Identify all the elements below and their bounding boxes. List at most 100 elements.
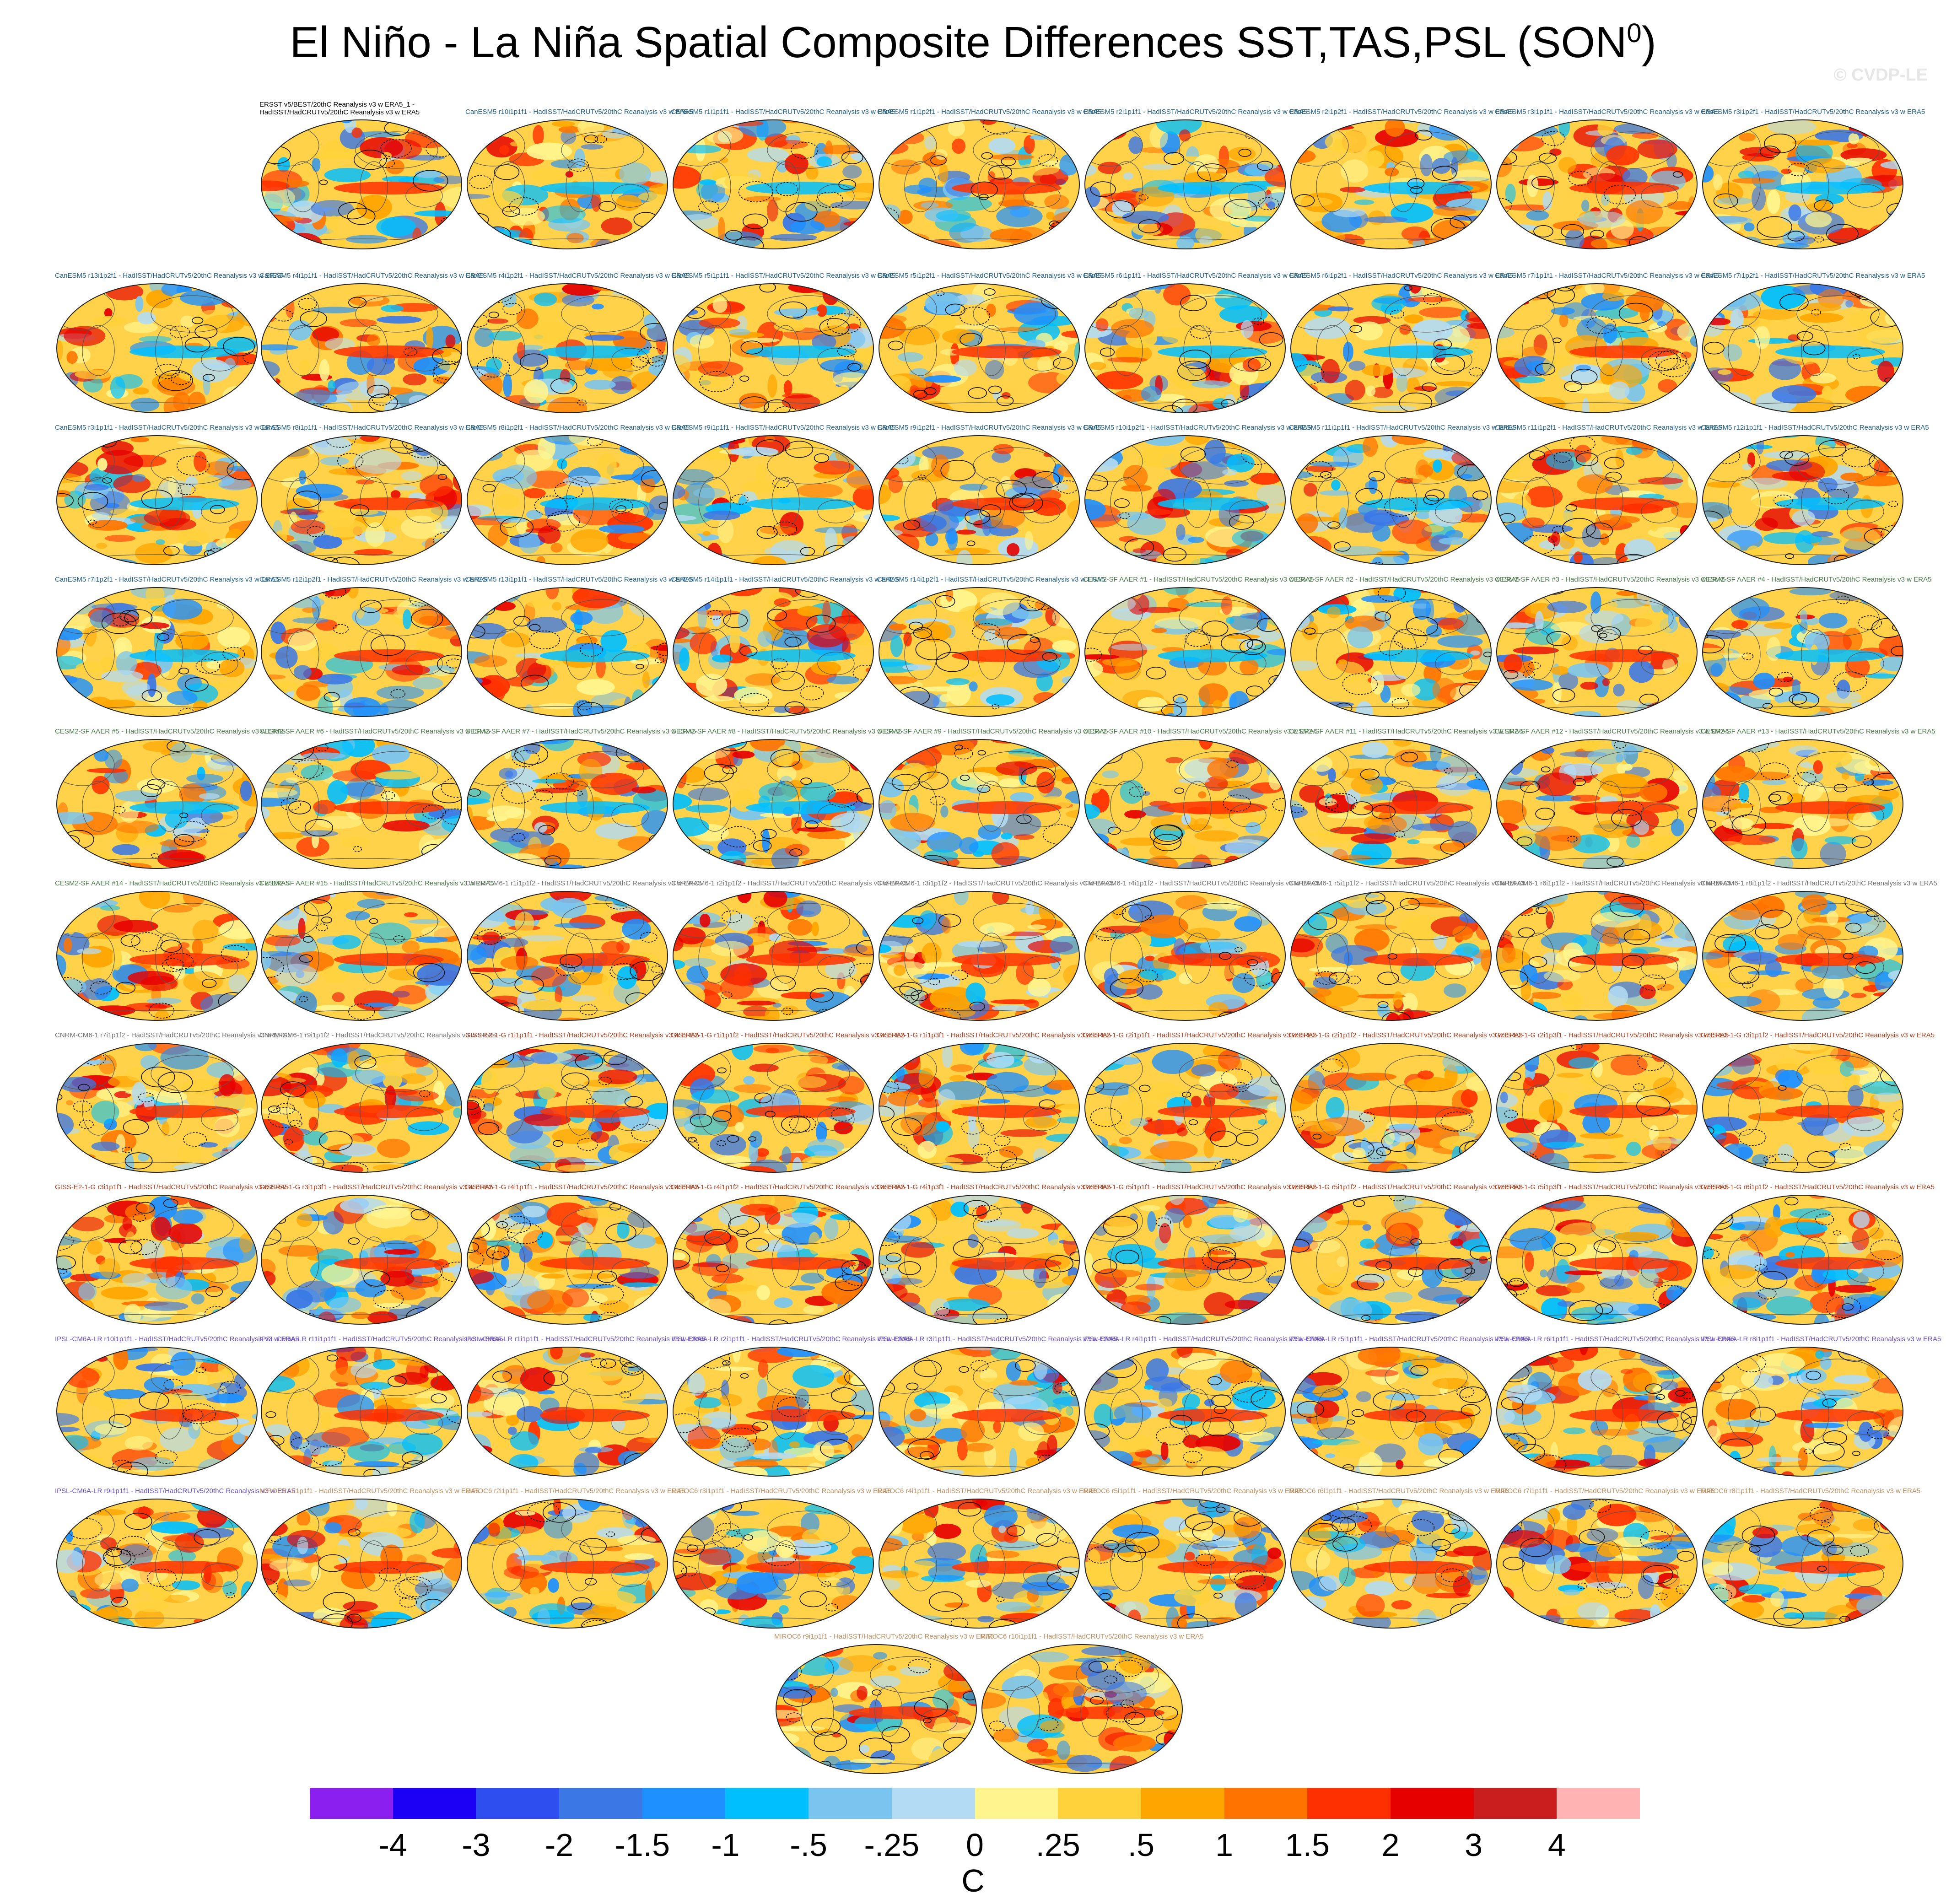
- psl-contour: [57, 493, 74, 508]
- psl-contour: [220, 549, 230, 555]
- anomaly-patch: [1626, 834, 1640, 848]
- anomaly-patch: [767, 374, 777, 398]
- psl-contour: [293, 491, 321, 508]
- anomaly-patch: [648, 183, 668, 195]
- psl-contour: [739, 375, 749, 382]
- anomaly-patch: [862, 536, 873, 546]
- anomaly-patch: [782, 394, 820, 410]
- anomaly-patch: [986, 694, 1015, 706]
- psl-contour: [1291, 804, 1305, 813]
- anomaly-patch: [261, 739, 290, 746]
- anomaly-patch: [1186, 284, 1196, 291]
- anomaly-patch: [1739, 133, 1756, 142]
- land-outline: [355, 903, 438, 940]
- psl-contour: [1291, 992, 1299, 1005]
- land-outline: [1183, 325, 1212, 376]
- anomaly-patch: [97, 458, 108, 471]
- psl-contour: [918, 771, 949, 790]
- psl-contour: [1682, 383, 1694, 391]
- psl-contour: [442, 808, 462, 825]
- anomaly-patch: [59, 979, 86, 995]
- anomaly-patch: [1705, 290, 1722, 310]
- globe-map: [1496, 283, 1698, 413]
- anomaly-patch: [194, 310, 229, 334]
- anomaly-patch: [429, 741, 453, 765]
- composite-panel: CESM2-SF AAER #13 - HadISST/HadCRUTv5/20…: [1701, 715, 1935, 869]
- anomaly-patch: [221, 440, 234, 451]
- anomaly-patch: [434, 741, 461, 758]
- psl-contour: [1768, 793, 1781, 802]
- anomaly-patch: [1648, 835, 1696, 855]
- psl-contour: [1777, 672, 1794, 682]
- psl-contour: [1611, 809, 1642, 828]
- anomaly-patch: [1064, 284, 1078, 300]
- psl-contour: [1679, 592, 1697, 610]
- anomaly-patch: [234, 437, 257, 458]
- map-outline: [879, 435, 1080, 565]
- psl-contour: [299, 954, 313, 963]
- anomaly-patch: [1112, 200, 1132, 217]
- psl-contour: [1571, 368, 1598, 385]
- anomaly-patch: [1046, 436, 1069, 447]
- psl-contour: [1768, 687, 1784, 697]
- anomaly-patch: [1138, 607, 1181, 613]
- anomaly-patch: [442, 601, 459, 610]
- equatorial-pacific-anomaly: [746, 801, 856, 814]
- anomaly-patch: [57, 1002, 84, 1008]
- psl-contour: [837, 345, 857, 357]
- anomaly-patch: [846, 469, 873, 490]
- anomaly-patch: [124, 321, 158, 334]
- anomaly-patch: [228, 973, 248, 993]
- anomaly-patch: [555, 986, 562, 1004]
- anomaly-patch: [472, 891, 504, 896]
- psl-contour: [1124, 538, 1154, 556]
- anomaly-patch: [1303, 697, 1327, 710]
- anomaly-patch: [199, 793, 220, 799]
- psl-contour: [1520, 241, 1540, 249]
- composite-panel: CNRM-CM6-1 r5i1p1f2 - HadISST/HadCRUTv5/…: [1289, 867, 1526, 1021]
- psl-contour: [194, 324, 218, 339]
- psl-contour: [879, 529, 891, 542]
- anomaly-patch: [1579, 623, 1618, 643]
- psl-contour: [842, 123, 871, 140]
- anomaly-patch: [63, 894, 70, 917]
- psl-contour: [280, 798, 301, 811]
- anomaly-patch: [1191, 380, 1230, 388]
- anomaly-patch: [677, 927, 706, 944]
- anomaly-patch: [1456, 552, 1474, 558]
- anomaly-patch: [1260, 998, 1282, 1018]
- map-outline: [1084, 739, 1286, 869]
- anomaly-patch: [1308, 124, 1354, 130]
- psl-contour: [580, 642, 603, 657]
- psl-contour: [654, 124, 668, 137]
- anomaly-patch: [960, 484, 988, 491]
- anomaly-patch: [1762, 779, 1787, 785]
- anomaly-patch: [1668, 609, 1676, 630]
- anomaly-patch: [1574, 444, 1592, 463]
- anomaly-patch: [882, 745, 912, 754]
- anomaly-patch: [1618, 891, 1667, 911]
- anomaly-patch: [1263, 235, 1284, 249]
- psl-contour: [546, 772, 574, 790]
- anomaly-patch: [467, 534, 483, 539]
- anomaly-patch: [1468, 534, 1484, 549]
- psl-contour: [502, 205, 520, 217]
- anomaly-patch: [570, 529, 609, 553]
- anomaly-patch: [1580, 681, 1599, 690]
- panel-label: CESM2-SF AAER #15 - HadISST/HadCRUTv5/20…: [259, 879, 494, 887]
- anomaly-patch: [1817, 477, 1838, 492]
- psl-contour: [954, 744, 964, 750]
- psl-contour: [1851, 835, 1872, 848]
- psl-contour: [1535, 808, 1555, 820]
- psl-contour: [243, 351, 257, 364]
- title-text: El Niño - La Niña Spatial Composite Diff…: [290, 18, 1627, 67]
- psl-contour: [1764, 134, 1796, 153]
- anomaly-patch: [282, 540, 317, 555]
- psl-contour: [879, 756, 899, 769]
- anomaly-patch: [261, 739, 280, 750]
- psl-contour: [192, 317, 204, 324]
- map-outline: [56, 891, 258, 1021]
- psl-contour: [1053, 357, 1073, 370]
- map-outline: [879, 891, 1080, 1021]
- globe-map: [1702, 283, 1903, 413]
